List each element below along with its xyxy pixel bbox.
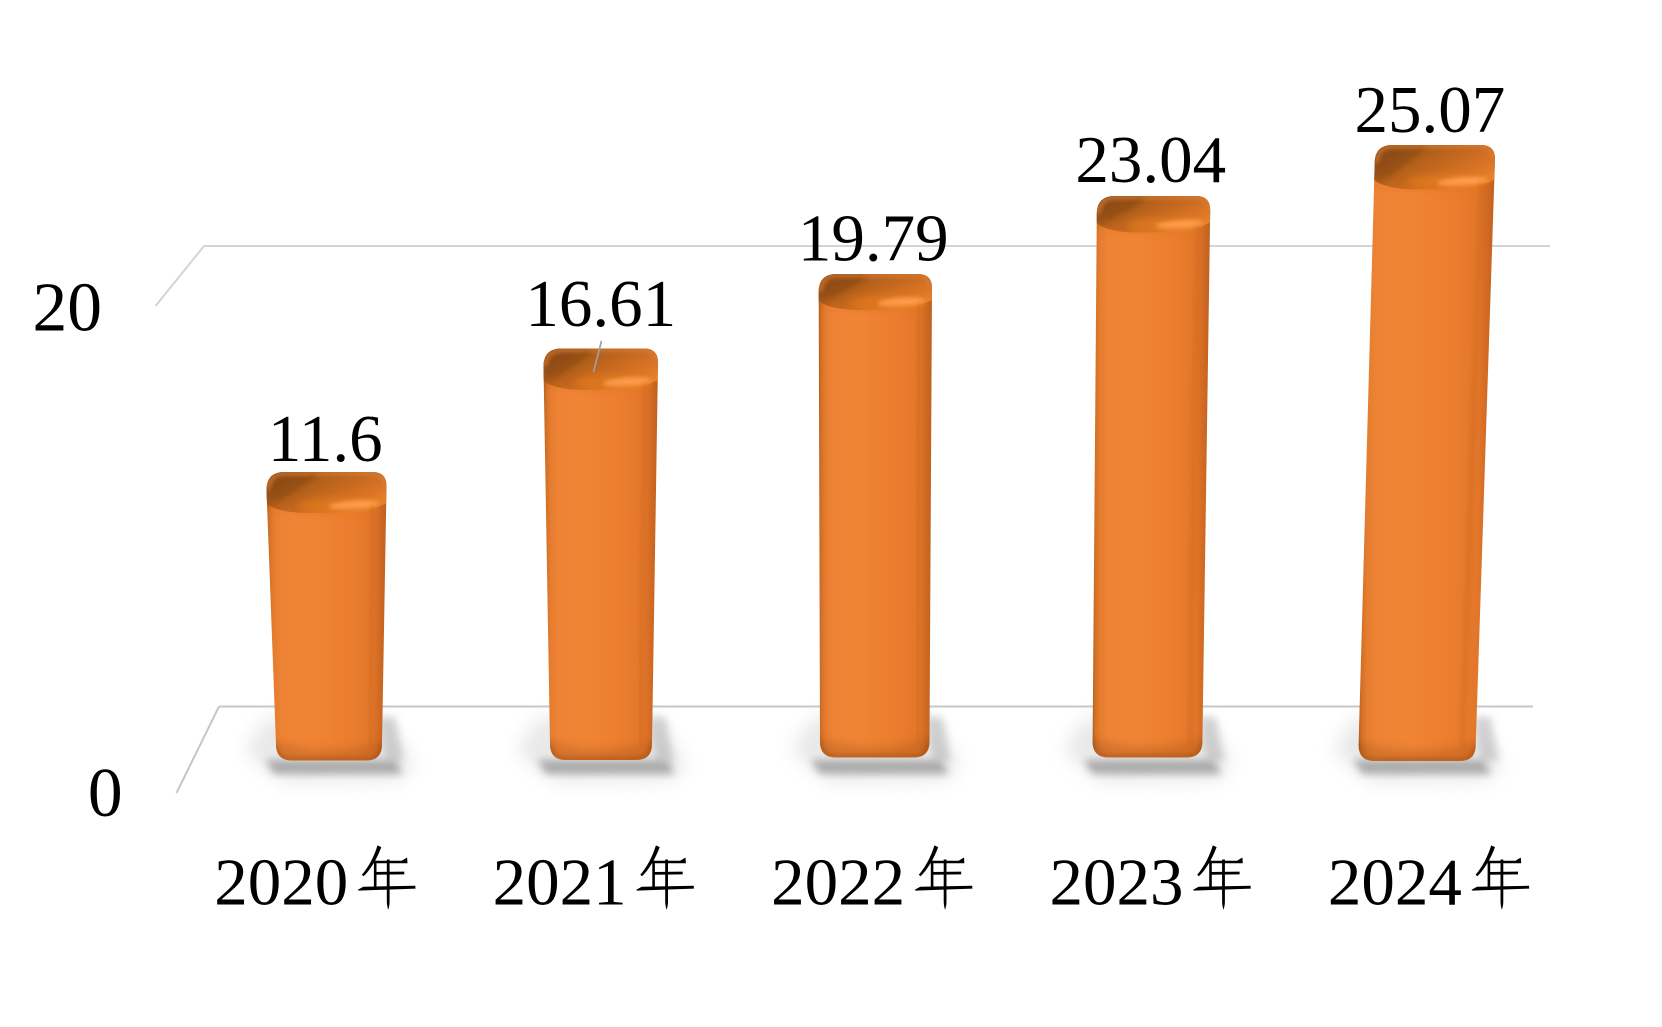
svg-text:19.79: 19.79 bbox=[798, 202, 949, 276]
svg-text:2020: 2020 bbox=[214, 846, 348, 920]
svg-text:0: 0 bbox=[88, 755, 123, 832]
svg-text:23.04: 23.04 bbox=[1075, 123, 1226, 197]
svg-text:11.6: 11.6 bbox=[268, 402, 383, 476]
svg-text:20: 20 bbox=[32, 270, 102, 347]
svg-text:25.07: 25.07 bbox=[1355, 73, 1506, 147]
svg-text:2023: 2023 bbox=[1050, 846, 1184, 920]
svg-text:2021: 2021 bbox=[493, 846, 627, 920]
svg-text:16.61: 16.61 bbox=[525, 267, 676, 341]
svg-text:2024: 2024 bbox=[1328, 846, 1462, 920]
svg-text:2022: 2022 bbox=[771, 846, 905, 920]
